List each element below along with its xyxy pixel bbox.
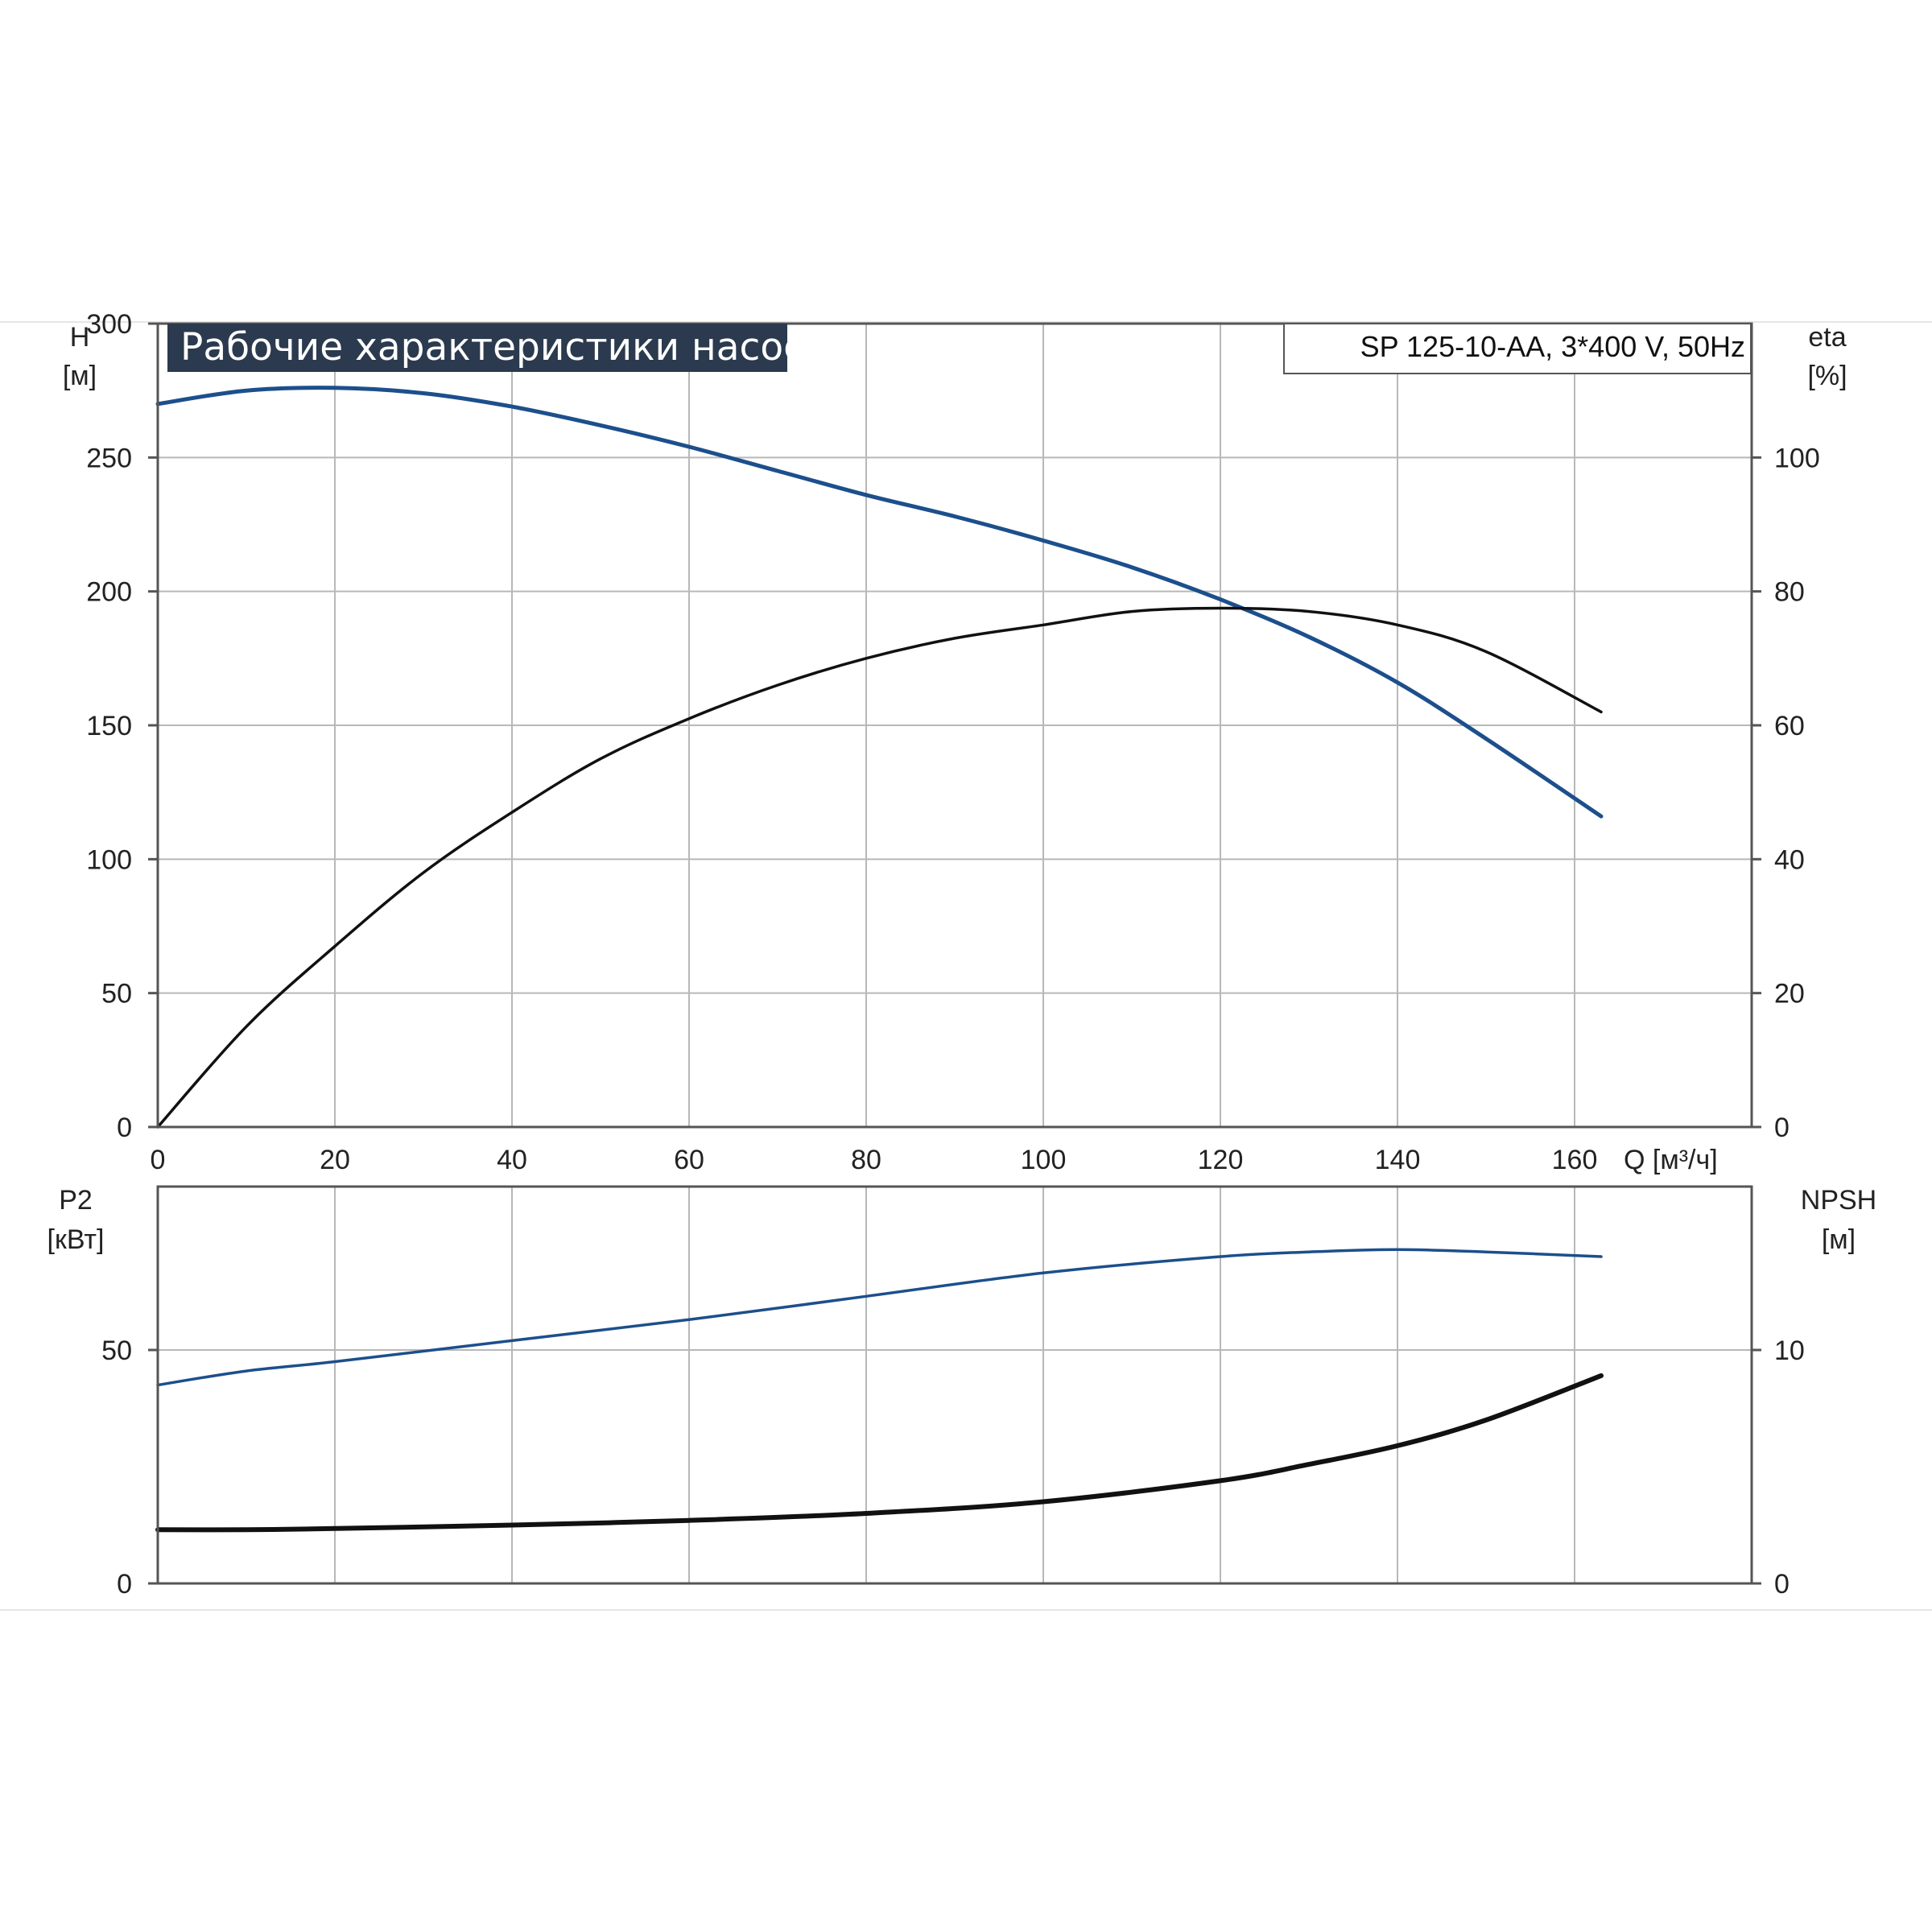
- eta-tick-label: 100: [1774, 443, 1820, 473]
- npsh-axis-unit: [м]: [1822, 1224, 1856, 1255]
- head-tick-label: 200: [86, 577, 132, 608]
- eta-tick-label: 20: [1774, 979, 1805, 1009]
- p2-tick-label: 50: [101, 1335, 132, 1366]
- npsh-curve: [155, 1373, 1604, 1533]
- x-tick-label: 0: [151, 1145, 166, 1175]
- head-tick-label: 250: [86, 443, 132, 473]
- x-tick-label: 80: [851, 1145, 881, 1175]
- head-tick-label: 300: [86, 309, 132, 340]
- x-tick-label: 140: [1375, 1145, 1421, 1175]
- chart-title: Рабочие характеристики насоса: [180, 325, 828, 369]
- x-tick-label: 120: [1198, 1145, 1244, 1175]
- p2-axis-unit: [кВт]: [47, 1224, 105, 1255]
- eta-tick-label: 80: [1774, 577, 1805, 608]
- chart-title-box: [167, 324, 787, 372]
- npsh-tick-label: 0: [1774, 1569, 1790, 1600]
- model-label: SP 125-10-AA, 3*400 V, 50Hz: [1360, 330, 1745, 363]
- eta-tick-label: 60: [1774, 711, 1805, 741]
- eta-axis-name: eta: [1808, 322, 1846, 353]
- x-tick-label: 100: [1021, 1145, 1067, 1175]
- q-axis-label: Q [м³/ч]: [1624, 1145, 1718, 1175]
- efficiency-curve: [156, 606, 1603, 1129]
- top-plot-grid: [157, 323, 1752, 1128]
- eta-tick-label: 0: [1774, 1113, 1790, 1143]
- head-tick-label: 100: [86, 844, 132, 875]
- top-plot-frame: [156, 322, 1753, 1129]
- p2-axis-name: P2: [59, 1185, 93, 1216]
- series-layer: [155, 386, 1604, 1533]
- head-tick-label: 150: [86, 711, 132, 741]
- eta-tick-label: 40: [1774, 844, 1805, 875]
- p2-tick-label: 0: [117, 1569, 132, 1600]
- npsh-tick-label: 10: [1774, 1335, 1805, 1366]
- p2-curve: [156, 1248, 1603, 1387]
- head-tick-label: 0: [117, 1113, 132, 1143]
- x-tick-label: 20: [320, 1145, 350, 1175]
- npsh-axis-name: NPSH: [1801, 1185, 1876, 1216]
- head-axis-unit: [м]: [63, 361, 97, 391]
- head-curve: [155, 386, 1604, 819]
- x-tick-label: 40: [497, 1145, 527, 1175]
- tick-layer: 0 20 40 60 80 100 120 140 1600501001502002503000…: [86, 309, 1819, 1600]
- x-tick-label: 160: [1552, 1145, 1598, 1175]
- bottom-plot-grid: [157, 1187, 1752, 1584]
- eta-axis-unit: [%]: [1807, 361, 1847, 391]
- model-label-box: [1283, 323, 1752, 374]
- head-axis-name: H: [70, 322, 90, 353]
- x-tick-label: 60: [674, 1145, 704, 1175]
- bottom-plot-frame: [156, 1185, 1753, 1585]
- head-tick-label: 50: [101, 979, 132, 1009]
